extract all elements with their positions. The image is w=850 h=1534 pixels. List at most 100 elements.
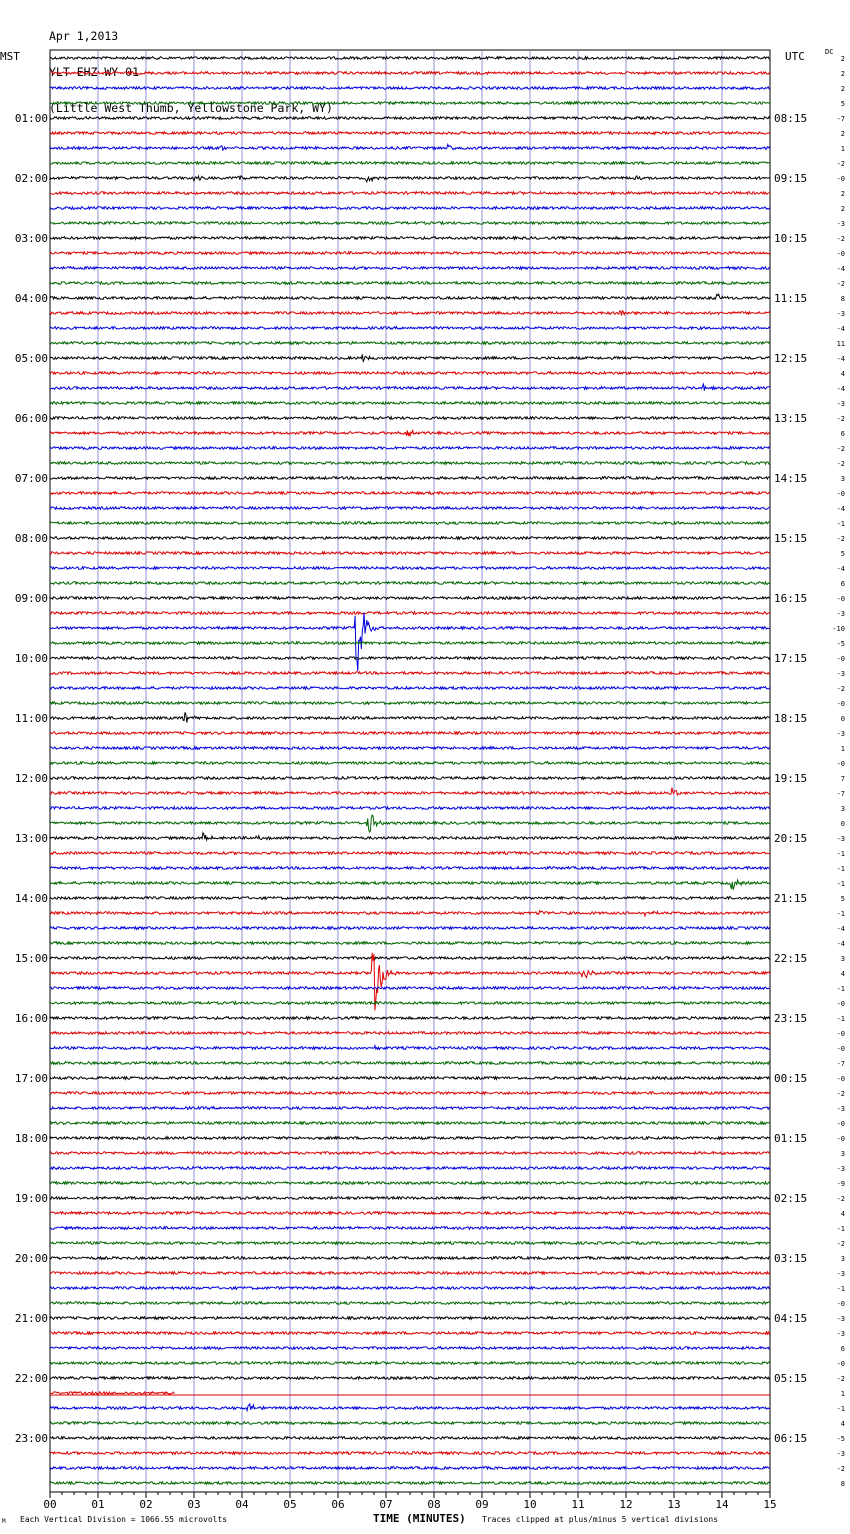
mst-hour-label: 13:00 bbox=[15, 832, 48, 845]
x-tick-label: 14 bbox=[715, 1498, 729, 1511]
dc-offset-label: 1 bbox=[841, 145, 845, 153]
dc-offset-label: -2 bbox=[837, 685, 845, 693]
dc-offset-label: -3 bbox=[837, 310, 845, 318]
dc-offset-label: -4 bbox=[837, 385, 845, 393]
dc-offset-label: -3 bbox=[837, 400, 845, 408]
utc-hour-label: 14:15 bbox=[774, 472, 807, 485]
mst-hour-label: 02:00 bbox=[15, 172, 48, 185]
dc-offset-label: 6 bbox=[841, 1345, 845, 1353]
seismic-trace bbox=[49, 1420, 771, 1426]
seismic-trace bbox=[49, 955, 771, 961]
dc-offset-label: 8 bbox=[841, 1480, 845, 1488]
dc-offset-label: -1 bbox=[837, 1285, 845, 1293]
dc-offset-label: -7 bbox=[837, 1060, 845, 1068]
dc-offset-label: -0 bbox=[837, 1120, 845, 1128]
mst-hour-label: 05:00 bbox=[15, 352, 48, 365]
x-tick-label: 03 bbox=[187, 1498, 200, 1511]
seismic-trace bbox=[49, 370, 771, 376]
dc-offset-label: -0 bbox=[837, 700, 845, 708]
dc-offset-label: -9 bbox=[837, 1180, 845, 1188]
dc-offset-label: -5 bbox=[837, 1435, 845, 1443]
dc-offset-label: -3 bbox=[837, 1330, 845, 1338]
x-axis-label: TIME (MINUTES) bbox=[373, 1512, 466, 1525]
mst-hour-label: 01:00 bbox=[15, 112, 48, 125]
seismic-trace bbox=[49, 1043, 771, 1051]
seismic-trace bbox=[49, 909, 771, 918]
utc-hour-label: 03:15 bbox=[774, 1252, 807, 1265]
seismic-trace bbox=[49, 952, 771, 1011]
dc-offset-label: -4 bbox=[837, 940, 845, 948]
dc-offset-label: -1 bbox=[837, 850, 845, 858]
utc-hour-label: 01:15 bbox=[774, 1132, 807, 1145]
dc-offset-label: -0 bbox=[837, 1000, 845, 1008]
seismic-trace bbox=[49, 940, 771, 946]
seismic-trace bbox=[49, 1300, 771, 1306]
seismic-trace bbox=[49, 1075, 771, 1081]
mst-hour-label: 19:00 bbox=[15, 1192, 48, 1205]
dc-offset-label: -7 bbox=[837, 790, 845, 798]
seismic-trace bbox=[49, 1270, 771, 1276]
dc-offset-label: -3 bbox=[837, 1315, 845, 1323]
dc-offset-label: -3 bbox=[837, 220, 845, 228]
seismic-trace bbox=[49, 670, 771, 676]
dc-offset-label: 3 bbox=[841, 955, 845, 963]
seismic-trace bbox=[49, 895, 771, 901]
dc-offset-label: -10 bbox=[832, 625, 845, 633]
mst-hour-label: 07:00 bbox=[15, 472, 48, 485]
dc-offset-label: -0 bbox=[837, 655, 845, 663]
dc-offset-label: 6 bbox=[841, 580, 845, 588]
x-tick-label: 12 bbox=[619, 1498, 632, 1511]
dc-offset-label: -1 bbox=[837, 985, 845, 993]
x-tick-label: 06 bbox=[331, 1498, 344, 1511]
seismic-trace bbox=[49, 685, 771, 691]
seismic-trace bbox=[49, 70, 771, 76]
dc-offset-label: -0 bbox=[837, 1030, 845, 1038]
seismic-trace bbox=[49, 309, 771, 317]
dc-offset-label: -4 bbox=[837, 565, 845, 573]
seismic-trace bbox=[49, 460, 771, 466]
seismic-trace bbox=[49, 1000, 771, 1006]
dc-offset-label: -4 bbox=[837, 355, 845, 363]
seismic-trace bbox=[49, 445, 771, 451]
dc-offset-label: -3 bbox=[837, 1450, 845, 1458]
utc-hour-label: 08:15 bbox=[774, 112, 807, 125]
dc-offset-label: 2 bbox=[841, 55, 845, 63]
dc-offset-label: -3 bbox=[837, 670, 845, 678]
seismic-trace bbox=[49, 1435, 771, 1441]
seismic-trace bbox=[49, 382, 770, 391]
seismic-trace bbox=[49, 520, 771, 526]
dc-offset-label: 8 bbox=[841, 295, 845, 303]
seismic-trace bbox=[49, 1465, 771, 1471]
utc-hour-label: 15:15 bbox=[774, 532, 807, 545]
dc-offset-label: 2 bbox=[841, 190, 845, 198]
utc-hour-label: 04:15 bbox=[774, 1312, 807, 1325]
chart-date: Apr 1,2013 bbox=[49, 29, 119, 43]
station-location: (Little West Thumb, Yellowstone Park, WY… bbox=[49, 101, 333, 115]
mst-hour-label: 20:00 bbox=[15, 1252, 48, 1265]
seismic-trace bbox=[49, 565, 771, 571]
seismic-trace bbox=[49, 655, 771, 661]
dc-offset-label: -4 bbox=[837, 505, 845, 513]
seismic-trace bbox=[49, 340, 771, 346]
seismic-trace bbox=[49, 760, 771, 766]
seismic-trace bbox=[49, 612, 771, 671]
dc-offset-label: 3 bbox=[841, 1150, 845, 1158]
chart-header: Apr 1,2013 YLT EHZ WY 01 (Little West Th… bbox=[49, 6, 333, 126]
seismic-trace bbox=[49, 1015, 771, 1021]
clip-note: Traces clipped at plus/minus 5 vertical … bbox=[482, 1515, 719, 1524]
seismic-trace bbox=[49, 712, 771, 723]
seismic-trace bbox=[50, 490, 771, 496]
dc-offset-label: -1 bbox=[837, 1225, 845, 1233]
dc-offset-label: 4 bbox=[841, 970, 845, 978]
utc-hour-label: 18:15 bbox=[774, 712, 807, 725]
dc-offset-label: -4 bbox=[837, 925, 845, 933]
utc-hour-label: 16:15 bbox=[774, 592, 807, 605]
seismic-trace bbox=[49, 205, 771, 211]
dc-offset-label: -1 bbox=[837, 910, 845, 918]
x-tick-label: 15 bbox=[763, 1498, 776, 1511]
mst-hour-label: 14:00 bbox=[15, 892, 48, 905]
scale-note: Each Vertical Division = 1066.55 microvo… bbox=[20, 1515, 228, 1524]
seismic-trace bbox=[49, 1105, 771, 1111]
x-tick-label: 05 bbox=[283, 1498, 296, 1511]
